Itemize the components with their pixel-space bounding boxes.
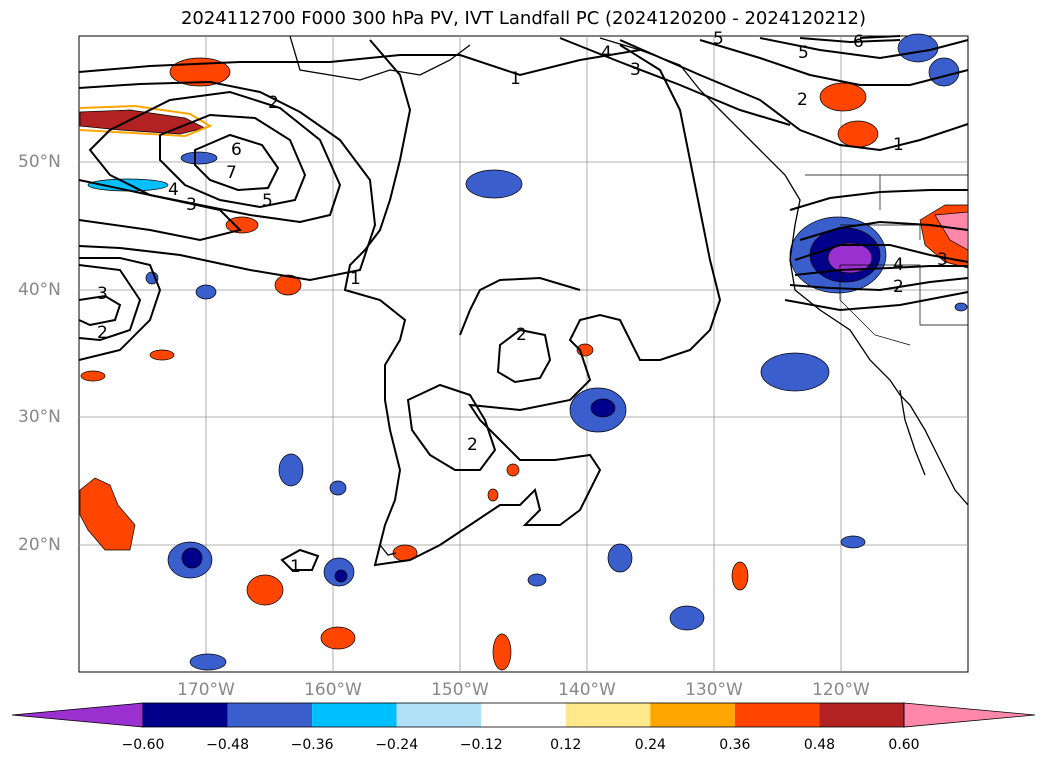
contour-label: 2 — [516, 325, 527, 345]
lat-label: 20°N — [18, 535, 61, 555]
lat-label: 40°N — [18, 280, 61, 300]
colorbar-segment — [396, 703, 482, 727]
coastline — [289, 35, 969, 556]
colorbar-segment — [227, 703, 313, 727]
contour-labels: 1 1 1 1 2 2 2 2 2 2 3 3 3 3 4 4 4 5 5 5 … — [97, 29, 948, 577]
lon-label: 120°W — [812, 680, 870, 700]
contour-label: 4 — [168, 180, 179, 200]
colorbar-segment — [481, 703, 566, 727]
contour-label: 2 — [467, 435, 478, 455]
colorbar-extend-low — [11, 702, 144, 728]
contour-label: 2 — [97, 323, 108, 343]
map-plot: 1 1 1 1 2 2 2 2 2 2 3 3 3 3 4 4 4 5 5 5 … — [78, 29, 969, 673]
lon-label: 160°W — [304, 680, 362, 700]
colorbar-segment — [143, 703, 228, 727]
contour-label: 1 — [290, 557, 301, 577]
contour-label: 6 — [853, 32, 864, 52]
colorbar-segment — [565, 703, 651, 727]
gridlines — [79, 36, 968, 672]
lat-label: 50°N — [18, 152, 61, 172]
lon-label: 170°W — [177, 680, 235, 700]
contour-label: 3 — [186, 195, 197, 215]
contour-label: 5 — [262, 191, 273, 211]
colorbar-tick-label: −0.60 — [121, 737, 165, 753]
contour-label: 1 — [893, 135, 904, 155]
contour-label: 2 — [893, 277, 904, 297]
colorbar-tick-label: 0.24 — [634, 737, 666, 753]
contour-label: 2 — [268, 93, 279, 113]
colorbar-segment — [734, 703, 820, 727]
lat-label: 30°N — [18, 407, 61, 427]
colorbar-segment — [312, 703, 397, 727]
contour-label: 5 — [713, 29, 724, 49]
colorbar-segments — [11, 702, 1036, 728]
contour-label: 3 — [630, 60, 641, 80]
colorbar-tick-label: −0.48 — [206, 737, 249, 753]
pv-contours — [78, 35, 969, 571]
map-frame — [78, 35, 969, 673]
colorbar-segment — [650, 703, 735, 727]
contour-label: 3 — [937, 250, 948, 270]
colorbar-tick-label: 0.36 — [719, 737, 751, 753]
contour-label: 4 — [893, 255, 904, 275]
contour-label: 1 — [510, 69, 521, 89]
colorbar-extend-high — [903, 702, 1036, 728]
colorbar-tick-label: −0.12 — [459, 737, 503, 753]
contour-label: 2 — [797, 90, 808, 110]
contour-label: 1 — [350, 269, 361, 289]
colorbar-tick-label: −0.36 — [290, 737, 334, 753]
colorbar-tick-label: 0.12 — [550, 737, 582, 753]
colorbar — [11, 702, 1036, 728]
contour-label: 6 — [231, 140, 242, 160]
colorbar-segment — [819, 703, 904, 727]
contour-label: 5 — [798, 43, 809, 63]
lon-label: 140°W — [558, 680, 616, 700]
colorbar-outline — [142, 702, 905, 728]
contour-label: 3 — [97, 284, 108, 304]
lon-label: 150°W — [431, 680, 489, 700]
map-title: 2024112700 F000 300 hPa PV, IVT Landfall… — [180, 8, 867, 29]
colorbar-tick-label: −0.24 — [375, 737, 419, 753]
colorbar-tick-label: 0.60 — [888, 737, 920, 753]
lon-label: 130°W — [685, 680, 743, 700]
contour-label: 4 — [601, 43, 612, 63]
colorbar-tick-label: 0.48 — [803, 737, 836, 753]
contour-label: 7 — [226, 163, 237, 183]
